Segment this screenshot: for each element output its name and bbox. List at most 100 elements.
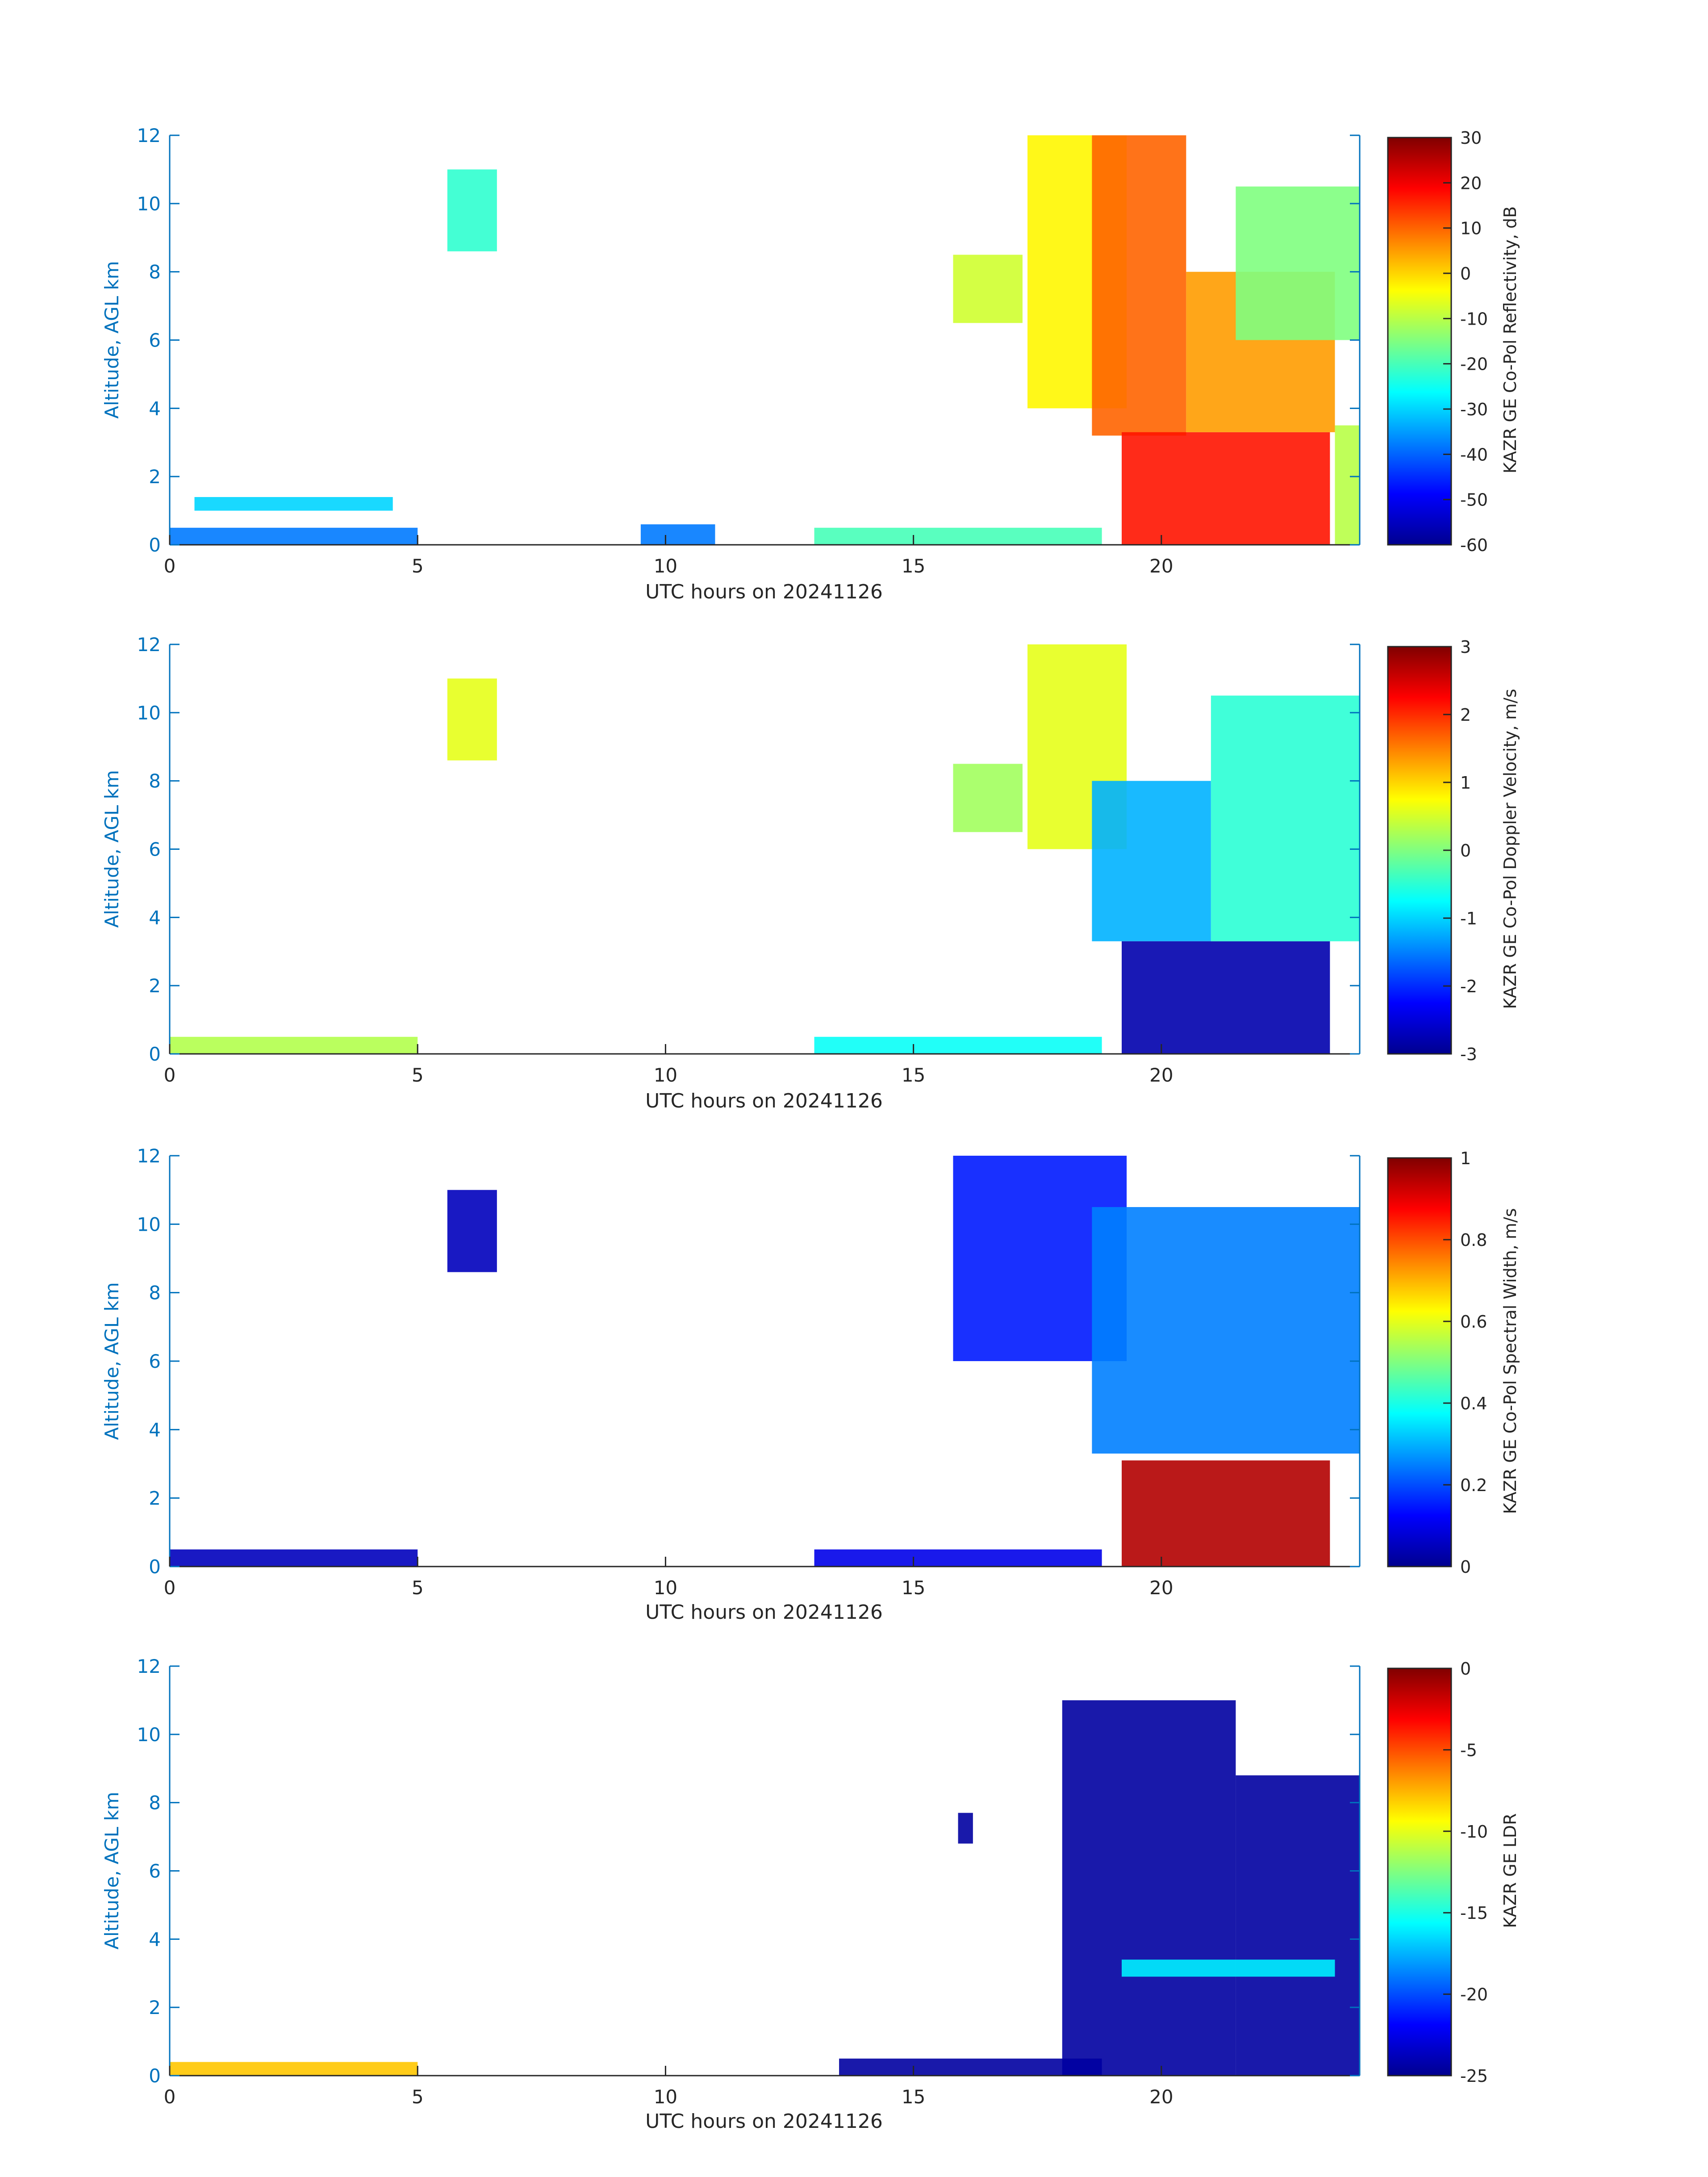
data-region: [170, 527, 418, 545]
colorbar-tick-label: 0.2: [1460, 1475, 1487, 1495]
colorbar-tick-label: 1: [1460, 773, 1471, 793]
x-tick-label: 20: [1149, 1064, 1173, 1086]
x-tick-label: 0: [164, 555, 176, 577]
colorbar: [1387, 646, 1452, 1055]
y-tick-label: 10: [137, 193, 161, 215]
data-region: [1211, 695, 1360, 941]
colorbar-tick-label: 0.4: [1460, 1394, 1487, 1413]
colorbar-tick-label: -5: [1460, 1740, 1477, 1760]
x-tick-label: 10: [654, 555, 677, 577]
x-tick-label: 20: [1149, 2086, 1173, 2108]
data-regions: [170, 1156, 1360, 1567]
x-tick-label: 15: [902, 1064, 925, 1086]
panel-reflectivity: 0 2 4 6 8 10 12 0 5 10 15 20 30 20 10 0 -10 -20 -30 -40 -50 -…: [101, 125, 1520, 603]
colorbar-tick-label: 0: [1460, 1659, 1471, 1679]
y-tick-label: 12: [137, 125, 161, 146]
y-tick-label: 0: [149, 2065, 161, 2087]
x-tick-label: 5: [412, 1064, 424, 1086]
x-tick-label: 15: [902, 555, 925, 577]
data-region: [1092, 135, 1186, 436]
colorbar-tick-label: 2: [1460, 705, 1471, 725]
x-tick-label: 15: [902, 1577, 925, 1599]
x-axis-label: UTC hours on 20241126: [645, 581, 883, 603]
x-tick-label: 15: [902, 2086, 925, 2108]
y-tick-label: 6: [149, 330, 161, 351]
x-tick-label: 10: [654, 1577, 677, 1599]
data-region: [958, 1813, 973, 1844]
data-region: [814, 527, 1102, 545]
x-tick-label: 20: [1149, 1577, 1173, 1599]
y-tick-label: 10: [137, 1724, 161, 1746]
y-tick-label: 4: [149, 1928, 161, 1950]
data-region: [953, 764, 1023, 832]
x-axis-label: UTC hours on 20241126: [645, 1090, 883, 1112]
y-tick-label: 6: [149, 1350, 161, 1372]
colorbar-label: KAZR GE Co-Pol Doppler Velocity, m/s: [1500, 689, 1520, 1009]
data-region: [640, 524, 715, 545]
x-axis-label: UTC hours on 20241126: [645, 2110, 883, 2133]
x-tick-label: 10: [654, 1064, 677, 1086]
y-tick-label: 2: [149, 1488, 161, 1509]
data-region: [814, 1549, 1102, 1567]
data-region: [1122, 432, 1330, 545]
data-region: [447, 1190, 497, 1272]
data-region: [447, 678, 497, 760]
colorbar-label: KAZR GE Co-Pol Reflectivity, dB: [1500, 206, 1520, 473]
y-axis-label: Altitude, AGL km: [101, 770, 123, 928]
colorbar-tick-label: -25: [1460, 2066, 1488, 2086]
colorbar-tick-label: 0: [1460, 1557, 1471, 1577]
colorbar-tick-label: -50: [1460, 490, 1488, 510]
colorbar-tick-label: -40: [1460, 445, 1488, 464]
y-tick-label: 4: [149, 907, 161, 928]
y-tick-label: 12: [137, 634, 161, 656]
y-axis-label: Altitude, AGL km: [101, 1282, 123, 1440]
x-axis-label: UTC hours on 20241126: [645, 1601, 883, 1624]
x-tick-label: 0: [164, 1064, 176, 1086]
data-region: [1092, 781, 1211, 941]
y-tick-label: 0: [149, 1043, 161, 1065]
y-tick-label: 8: [149, 1282, 161, 1304]
colorbar-label: KAZR GE Co-Pol Spectral Width, m/s: [1500, 1208, 1520, 1514]
colorbar-tick-label: 10: [1460, 219, 1482, 238]
colorbar-tick-label: -2: [1460, 977, 1477, 996]
y-tick-label: 10: [137, 702, 161, 724]
colorbar: [1387, 1157, 1452, 1567]
data-regions: [170, 135, 1360, 545]
data-region: [839, 2058, 1102, 2076]
data-region: [1062, 1700, 1236, 2076]
y-axis-label: Altitude, AGL km: [101, 1792, 123, 1949]
x-tick-label: 10: [654, 2086, 677, 2108]
y-tick-label: 0: [149, 534, 161, 556]
y-tick-label: 0: [149, 1556, 161, 1578]
data-region: [194, 497, 393, 511]
colorbar-tick-label: -15: [1460, 1903, 1488, 1923]
data-region: [447, 169, 497, 251]
data-region: [1236, 1775, 1360, 2076]
colorbar-tick-label: -20: [1460, 355, 1488, 374]
colorbar-tick-label: -1: [1460, 909, 1477, 928]
x-tick-label: 0: [164, 1577, 176, 1599]
data-regions: [170, 1700, 1360, 2076]
colorbar-label: KAZR GE LDR: [1500, 1813, 1520, 1928]
data-region: [814, 1036, 1102, 1054]
data-region: [170, 2062, 418, 2076]
colorbar-tick-label: -30: [1460, 400, 1488, 419]
y-tick-label: 2: [149, 466, 161, 488]
data-region: [1236, 186, 1360, 340]
y-tick-label: 2: [149, 975, 161, 997]
data-region: [170, 1036, 418, 1054]
y-tick-label: 8: [149, 770, 161, 792]
panel-ldr: 0 2 4 6 8 10 12 0 5 10 15 20 0 -5 -10 -15 -20 -25 UTC hou…: [101, 1655, 1520, 2133]
plot-area: 0 2 4 6 8 10 12 0 5 10 15 20 0 -5 -10 -15 -20 -25: [137, 1655, 1488, 2108]
y-axis-label: Altitude, AGL km: [101, 261, 123, 418]
colorbar-tick-label: 30: [1460, 128, 1482, 148]
x-tick-label: 20: [1149, 555, 1173, 577]
y-tick-label: 4: [149, 1419, 161, 1441]
colorbar-tick-label: 3: [1460, 637, 1471, 657]
plot-area: 0 2 4 6 8 10 12 0 5 10 15 20 1 0.8 0.6 0.4 0.2 0: [137, 1145, 1487, 1599]
colorbar: [1387, 137, 1452, 546]
panel-spectral-width: 0 2 4 6 8 10 12 0 5 10 15 20 1 0.8 0.6 0.4 0.2 0 UTC hour…: [101, 1145, 1520, 1624]
